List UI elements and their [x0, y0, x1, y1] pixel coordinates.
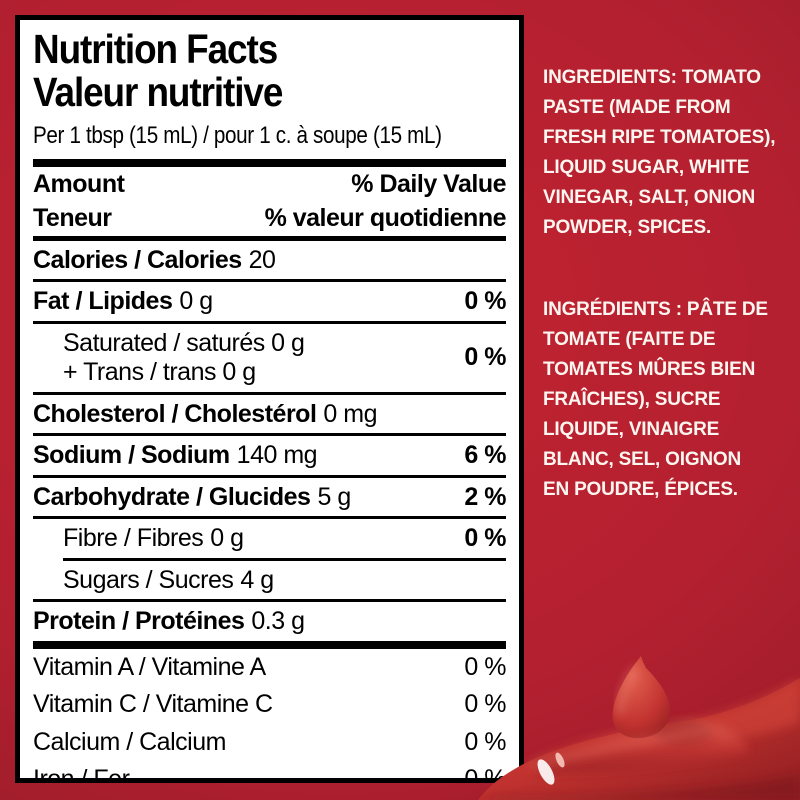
- saturated-trans-daily-value: 0 %: [464, 343, 506, 372]
- vitamin-c-label: Vitamin C / Vitamine C: [33, 690, 273, 719]
- nutrient-sugars: Sugars / Sucres 4 g: [33, 566, 274, 596]
- nutrient-calories: Calories / Calories 20: [33, 245, 276, 276]
- cholesterol-amount: 0 mg: [323, 399, 377, 428]
- fat-daily-value: 0 %: [464, 287, 506, 316]
- row-carbohydrate: Carbohydrate / Glucides 5 g 2 %: [33, 478, 506, 520]
- vitamin-c-daily-value: 0 %: [464, 690, 506, 719]
- amount-header-fr: Teneur % valeur quotidienne: [33, 201, 507, 236]
- cholesterol-label: Cholesterol / Cholestérol: [33, 399, 317, 428]
- iron-daily-value: 0 %: [464, 765, 506, 783]
- nutrition-facts-content: Nutrition Facts Valeur nutritive Per 1 t…: [20, 20, 519, 783]
- nfp-title-en: Nutrition Facts: [33, 26, 278, 72]
- calories-amount: 20: [248, 245, 276, 274]
- row-iron: Iron / Fer 0 %: [33, 761, 506, 783]
- fibre-label: Fibre / Fibres: [63, 524, 204, 553]
- row-fat: Fat / Lipides 0 g 0 %: [33, 282, 506, 324]
- ingredients-en: INGREDIENTS: TOMATO PASTE (MADE FROM FRE…: [543, 67, 776, 238]
- nutrient-fat: Fat / Lipides 0 g: [33, 287, 213, 317]
- sugars-amount: 4 g: [240, 565, 274, 594]
- calories-label: Calories / Calories: [33, 245, 242, 274]
- carbohydrate-daily-value: 2 %: [464, 482, 506, 511]
- divider-thick-bottom: [33, 640, 506, 649]
- row-protein: Protein / Protéines 0.3 g: [33, 602, 506, 641]
- fat-label: Fat / Lipides: [33, 287, 173, 316]
- fibre-amount: 0 g: [210, 524, 244, 553]
- nutrient-fibre: Fibre / Fibres 0 g: [63, 524, 244, 554]
- ketchup-dollop-image: [470, 656, 800, 800]
- row-fibre: Fibre / Fibres 0 g 0 %: [63, 519, 506, 561]
- iron-label: Iron / Fer: [33, 765, 130, 783]
- fat-amount: 0 g: [179, 287, 213, 316]
- sodium-label: Sodium / Sodium: [33, 441, 230, 470]
- amount-label-en: Amount: [33, 169, 125, 198]
- nutrient-sodium: Sodium / Sodium 140 mg: [33, 441, 318, 471]
- daily-value-label-en: % Daily Value: [351, 169, 506, 198]
- amount-header-en: Amount % Daily Value: [33, 167, 506, 202]
- nutrient-cholesterol: Cholesterol / Cholestérol 0 mg: [33, 400, 377, 430]
- nutrient-carbohydrate: Carbohydrate / Glucides 5 g: [33, 483, 351, 513]
- nutrition-facts-panel: Nutrition Facts Valeur nutritive Per 1 t…: [15, 15, 524, 783]
- vitamin-a-daily-value: 0 %: [464, 652, 506, 681]
- trans-label: + Trans / trans 0 g: [63, 358, 256, 387]
- nfp-title-fr: Valeur nutritive: [33, 69, 283, 116]
- ingredients-fr: INGRÉDIENTS : PÂTE DE TOMATE (FAITE DE T…: [543, 299, 768, 500]
- amount-label-fr: Teneur: [33, 204, 112, 233]
- divider-thick-top: [33, 158, 506, 167]
- row-vitamin-c: Vitamin C / Vitamine C 0 %: [33, 686, 506, 724]
- row-calories: Calories / Calories 20: [33, 241, 506, 283]
- calcium-label: Calcium / Calcium: [33, 727, 226, 756]
- row-sugars: Sugars / Sucres 4 g: [33, 561, 506, 603]
- calcium-daily-value: 0 %: [464, 727, 506, 756]
- sodium-amount: 140 mg: [236, 441, 318, 470]
- sodium-daily-value: 6 %: [464, 441, 506, 470]
- protein-label: Protein / Protéines: [33, 607, 245, 636]
- carbohydrate-label: Carbohydrate / Glucides: [33, 482, 311, 511]
- row-saturated-trans: Saturated / saturés 0 g + Trans / trans …: [33, 324, 506, 395]
- row-vitamin-a: Vitamin A / Vitamine A 0 %: [33, 649, 506, 687]
- row-calcium: Calcium / Calcium 0 %: [33, 724, 506, 762]
- saturated-label: Saturated / saturés 0 g: [63, 328, 305, 357]
- nutrient-saturated-trans: Saturated / saturés 0 g + Trans / trans …: [33, 328, 305, 388]
- fibre-daily-value: 0 %: [464, 524, 506, 553]
- ingredients-block: INGREDIENTS: TOMATO PASTE (MADE FROM FRE…: [543, 63, 795, 505]
- row-sodium: Sodium / Sodium 140 mg 6 %: [33, 436, 506, 478]
- divider-medium: [33, 235, 506, 241]
- sugars-label: Sugars / Sucres: [63, 565, 234, 594]
- carbohydrate-amount: 5 g: [317, 482, 351, 511]
- daily-value-label-fr: % valeur quotidienne: [264, 204, 507, 233]
- protein-amount: 0.3 g: [251, 607, 305, 636]
- row-cholesterol: Cholesterol / Cholestérol 0 mg: [33, 395, 506, 437]
- serving-size: Per 1 tbsp (15 mL) / pour 1 c. à soupe (…: [33, 121, 442, 149]
- vitamin-a-label: Vitamin A / Vitamine A: [33, 652, 266, 681]
- nutrient-protein: Protein / Protéines 0.3 g: [33, 607, 305, 637]
